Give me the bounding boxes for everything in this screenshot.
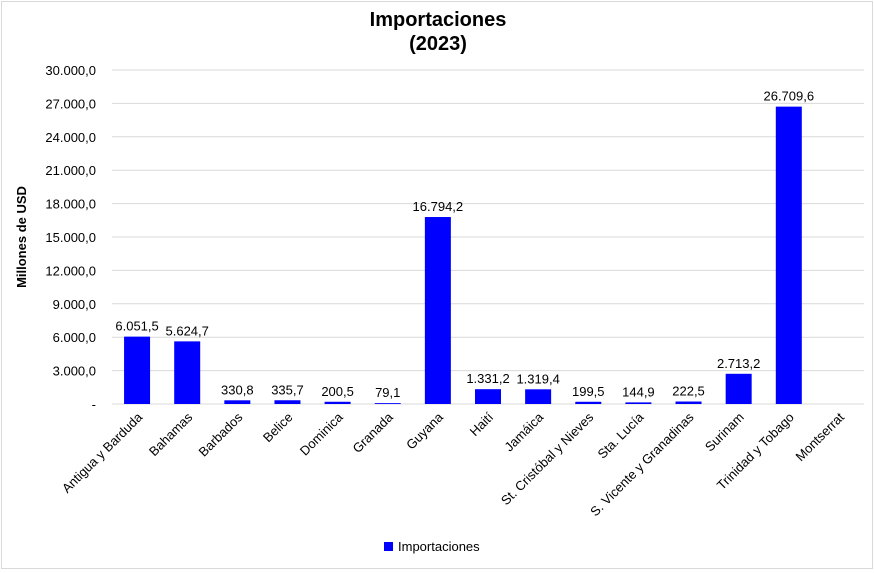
bar [274, 400, 301, 404]
bar [224, 400, 251, 404]
y-tick-label: 12.000,0 [45, 263, 96, 278]
bar [625, 402, 652, 404]
y-tick-label: 30.000,0 [45, 63, 96, 78]
y-axis-label: Millones de USD [14, 186, 29, 288]
data-label: 6.051,5 [115, 319, 158, 334]
y-tick-label: 18.000,0 [45, 197, 96, 212]
x-tick-label: Antigua y Barduda [59, 409, 146, 496]
x-tick-label: Montserrat [793, 409, 848, 464]
y-tick-label: - [92, 397, 96, 412]
data-label: 2.713,2 [717, 356, 760, 371]
bar [174, 341, 201, 404]
bar [525, 389, 552, 404]
x-tick-label: Jamáica [501, 409, 546, 454]
legend: Importaciones [384, 539, 480, 554]
data-label: 1.319,4 [516, 371, 559, 386]
x-tick-label: St. Cristóbal y Nieves [498, 409, 597, 508]
y-tick-label: 21.000,0 [45, 163, 96, 178]
data-label: 144,9 [622, 384, 655, 399]
data-label: 26.709,6 [763, 89, 814, 104]
data-label: 222,5 [672, 384, 705, 399]
data-label: 16.794,2 [413, 199, 464, 214]
x-tick-label: Dominica [297, 409, 346, 458]
bar [675, 401, 702, 404]
data-label: 200,5 [321, 384, 354, 399]
x-tick-label: S. Vicente y Granadinas [587, 409, 697, 519]
bar [424, 217, 451, 404]
bar [575, 401, 602, 404]
x-tick-label: Granada [349, 409, 396, 456]
bar [324, 401, 351, 404]
bar [124, 336, 151, 404]
bar [374, 403, 401, 404]
y-tick-label: 27.000,0 [45, 96, 96, 111]
bar [775, 106, 802, 404]
y-tick-label: 24.000,0 [45, 130, 96, 145]
data-label: 79,1 [375, 385, 400, 400]
x-tick-label: Surinam [702, 410, 747, 455]
chart-subtitle: (2023) [409, 33, 467, 55]
x-tick-label: Bahamas [146, 409, 196, 459]
x-tick-label: Barbados [195, 409, 245, 459]
y-tick-labels: - 3.000,0 6.000,0 9.000,0 12.000,0 15.000,0 18… [45, 63, 96, 412]
y-tick-label: 3.000,0 [53, 364, 96, 379]
y-tick-label: 15.000,0 [45, 230, 96, 245]
data-labels: 6.051,5 5.624,7 330,8 335,7 200,5 79,1 16.794,… [115, 89, 814, 400]
x-tick-label: Haití [467, 409, 497, 439]
y-tick-label: 6.000,0 [53, 330, 96, 345]
x-tick-labels: Antigua y Barduda Bahamas Barbados Belice Do… [59, 409, 847, 519]
bar [725, 373, 752, 404]
data-label: 5.624,7 [166, 323, 209, 338]
data-label: 1.331,2 [466, 371, 509, 386]
data-label: 335,7 [271, 382, 304, 397]
x-tick-label: Sta. Lucía [595, 409, 648, 462]
x-tick-label: Belice [260, 410, 296, 446]
chart-title: Importaciones [370, 9, 507, 31]
data-label: 199,5 [572, 384, 605, 399]
bars [124, 106, 802, 404]
data-label: 330,8 [221, 382, 254, 397]
gridlines [112, 69, 864, 405]
legend-swatch [384, 542, 393, 551]
y-tick-label: 9.000,0 [53, 297, 96, 312]
legend-label: Importaciones [398, 539, 480, 554]
x-tick-label: Guyana [403, 409, 446, 452]
bar [475, 389, 501, 404]
